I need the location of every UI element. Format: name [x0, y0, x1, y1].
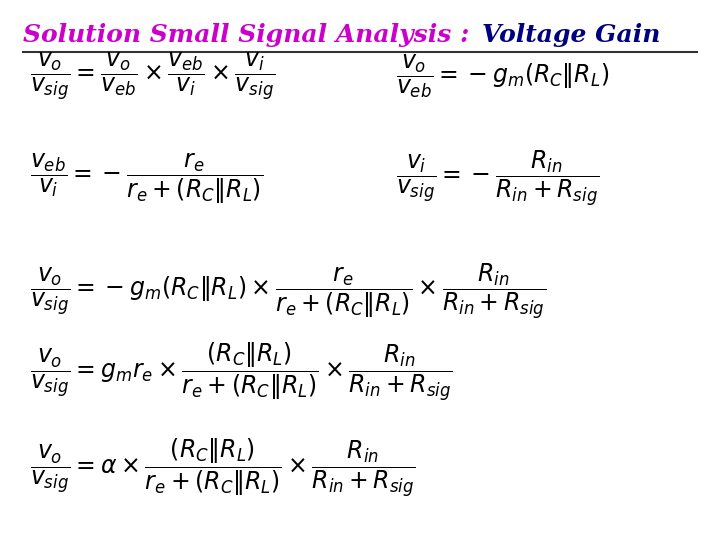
Text: $\dfrac{v_o}{v_{sig}} = \alpha \times \dfrac{(R_C\|R_L)}{r_e + (R_C \| R_L)} \ti: $\dfrac{v_o}{v_{sig}} = \alpha \times \d…: [30, 437, 415, 501]
Text: $\dfrac{v_o}{v_{eb}} = -g_m\left(R_C \| R_L\right)$: $\dfrac{v_o}{v_{eb}} = -g_m\left(R_C \| …: [396, 53, 609, 100]
Text: Solution Small Signal Analysis :: Solution Small Signal Analysis :: [23, 23, 478, 47]
Text: Voltage Gain: Voltage Gain: [482, 23, 660, 47]
Text: $\dfrac{v_i}{v_{sig}} = -\dfrac{R_{in}}{R_{in} + R_{sig}}$: $\dfrac{v_i}{v_{sig}} = -\dfrac{R_{in}}{…: [396, 148, 599, 209]
Text: $\dfrac{v_o}{v_{sig}} = \dfrac{v_o}{v_{eb}} \times \dfrac{v_{eb}}{v_i} \times \d: $\dfrac{v_o}{v_{sig}} = \dfrac{v_o}{v_{e…: [30, 50, 276, 103]
Text: $\dfrac{v_o}{v_{sig}} = -g_m(R_C\|R_L) \times \dfrac{r_e}{r_e + (R_C \| R_L)} \t: $\dfrac{v_o}{v_{sig}} = -g_m(R_C\|R_L) \…: [30, 261, 546, 322]
Text: $\dfrac{v_o}{v_{sig}} = g_m r_e \times \dfrac{(R_C\|R_L)}{r_e + (R_C \| R_L)} \t: $\dfrac{v_o}{v_{sig}} = g_m r_e \times \…: [30, 341, 453, 403]
Text: $\dfrac{v_{eb}}{v_i} = -\dfrac{r_e}{r_e + \left(R_C \| R_L\right)}$: $\dfrac{v_{eb}}{v_i} = -\dfrac{r_e}{r_e …: [30, 151, 264, 206]
